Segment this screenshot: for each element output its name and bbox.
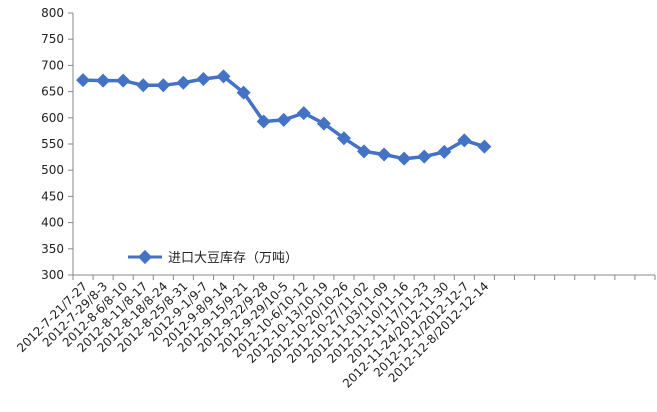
data-point	[316, 116, 331, 131]
data-point	[76, 73, 91, 88]
data-point	[357, 144, 371, 159]
legend: 进口大豆库存（万吨）	[128, 249, 298, 266]
data-point	[377, 147, 392, 162]
data-point	[397, 151, 412, 166]
data-point	[296, 106, 311, 121]
data-point	[256, 114, 271, 129]
y-tick-label: 800	[41, 6, 64, 20]
data-point	[176, 75, 191, 90]
y-tick-label: 550	[41, 137, 64, 151]
y-tick-label: 650	[41, 85, 64, 99]
y-tick-label: 750	[41, 32, 64, 46]
data-point	[96, 73, 111, 88]
data-point	[276, 112, 291, 127]
data-point	[417, 149, 432, 164]
y-tick-label: 500	[41, 163, 64, 177]
data-point	[216, 69, 231, 84]
data-point	[437, 144, 452, 159]
x-axis: 2012-7-21/7-272012-7-29/8-32012-8-6/8-10…	[14, 274, 656, 391]
y-tick-label: 700	[41, 58, 64, 72]
y-tick-label: 400	[41, 216, 64, 230]
series-layer	[76, 69, 492, 166]
data-point	[156, 78, 171, 93]
data-point	[116, 73, 131, 88]
legend-label: 进口大豆库存（万吨）	[168, 250, 298, 266]
y-tick-label: 300	[41, 268, 64, 282]
data-point	[457, 133, 472, 148]
y-tick-label: 600	[41, 111, 64, 125]
data-point	[477, 139, 492, 154]
y-axis: 300 350 400 450 500 550 600 650 700 750 800	[41, 6, 74, 282]
data-point	[236, 85, 251, 100]
data-point	[196, 72, 211, 87]
legend-marker-swatch	[137, 249, 153, 265]
y-tick-label: 350	[41, 242, 64, 256]
data-point	[336, 131, 351, 146]
data-point	[136, 78, 151, 93]
y-tick-label: 450	[41, 189, 64, 203]
